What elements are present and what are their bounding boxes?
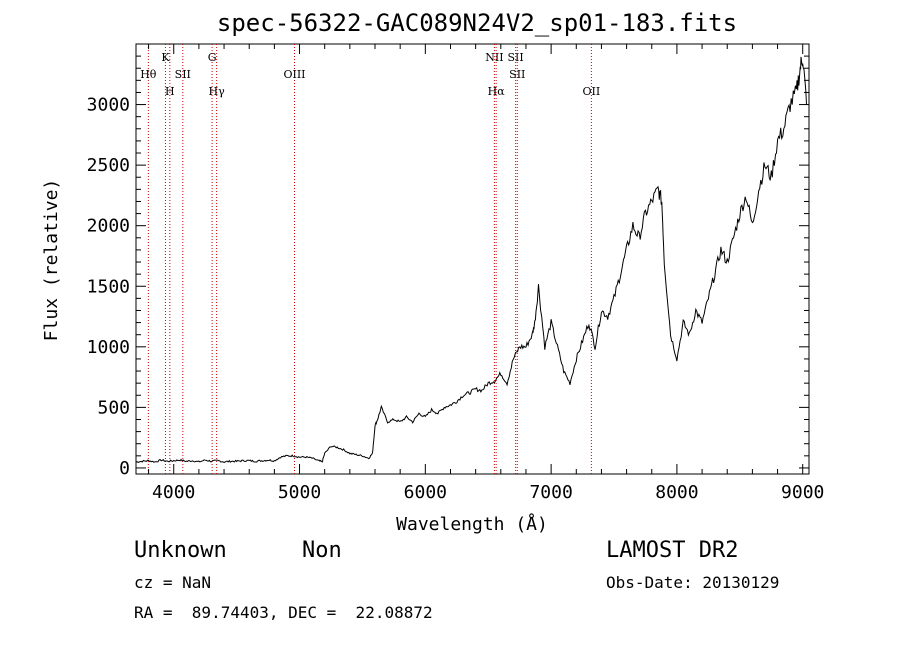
x-tick-label: 9000 [781, 482, 824, 503]
chart-title: spec-56322-GAC089N24V2_sp01-183.fits [217, 9, 737, 37]
y-tick-label: 2000 [87, 216, 130, 237]
x-tick-label: 8000 [655, 482, 698, 503]
object-class: Unknown [134, 538, 227, 563]
y-tick-label: 500 [97, 397, 130, 418]
line-marker-label: NII [485, 51, 503, 64]
line-marker-label: OII [583, 85, 601, 98]
survey-name: LAMOST DR2 [606, 538, 739, 563]
x-tick-label: 5000 [278, 482, 321, 503]
spectrum-line [135, 56, 807, 463]
y-tick-label: 3000 [87, 95, 130, 116]
redshift-cz: cz = NaN [134, 573, 212, 592]
x-axis-label: Wavelength (Å) [396, 513, 548, 535]
line-marker-label: OIII [283, 68, 305, 81]
x-tick-label: 4000 [152, 482, 195, 503]
line-marker-label: Hθ [140, 68, 157, 81]
line-marker-label: SII [175, 68, 191, 81]
line-marker-label: SII [509, 68, 525, 81]
line-marker-label: Hγ [209, 85, 226, 98]
line-marker-label: G [208, 51, 217, 64]
plot-frame [135, 43, 810, 475]
line-marker-label: K [161, 51, 170, 64]
y-axis-label: Flux (relative) [41, 179, 62, 342]
obs-date: Obs-Date: 20130129 [606, 573, 780, 592]
x-tick-label: 7000 [529, 482, 572, 503]
x-tick-label: 6000 [404, 482, 447, 503]
line-marker-label: SII [508, 51, 524, 64]
coordinates: RA = 89.74403, DEC = 22.08872 [134, 603, 433, 622]
y-tick-label: 0 [119, 458, 130, 479]
object-subclass: Non [302, 538, 342, 563]
line-marker-label: Hα [488, 85, 506, 98]
y-tick-label: 2500 [87, 155, 130, 176]
line-marker-label: H [165, 85, 175, 98]
y-tick-label: 1500 [87, 276, 130, 297]
y-axis-ticks: 0 500 1000 1500 2000 2500 3000 [87, 43, 809, 479]
x-axis-ticks: 4000 5000 6000 7000 8000 9000 [148, 44, 824, 503]
y-tick-label: 1000 [87, 337, 130, 358]
